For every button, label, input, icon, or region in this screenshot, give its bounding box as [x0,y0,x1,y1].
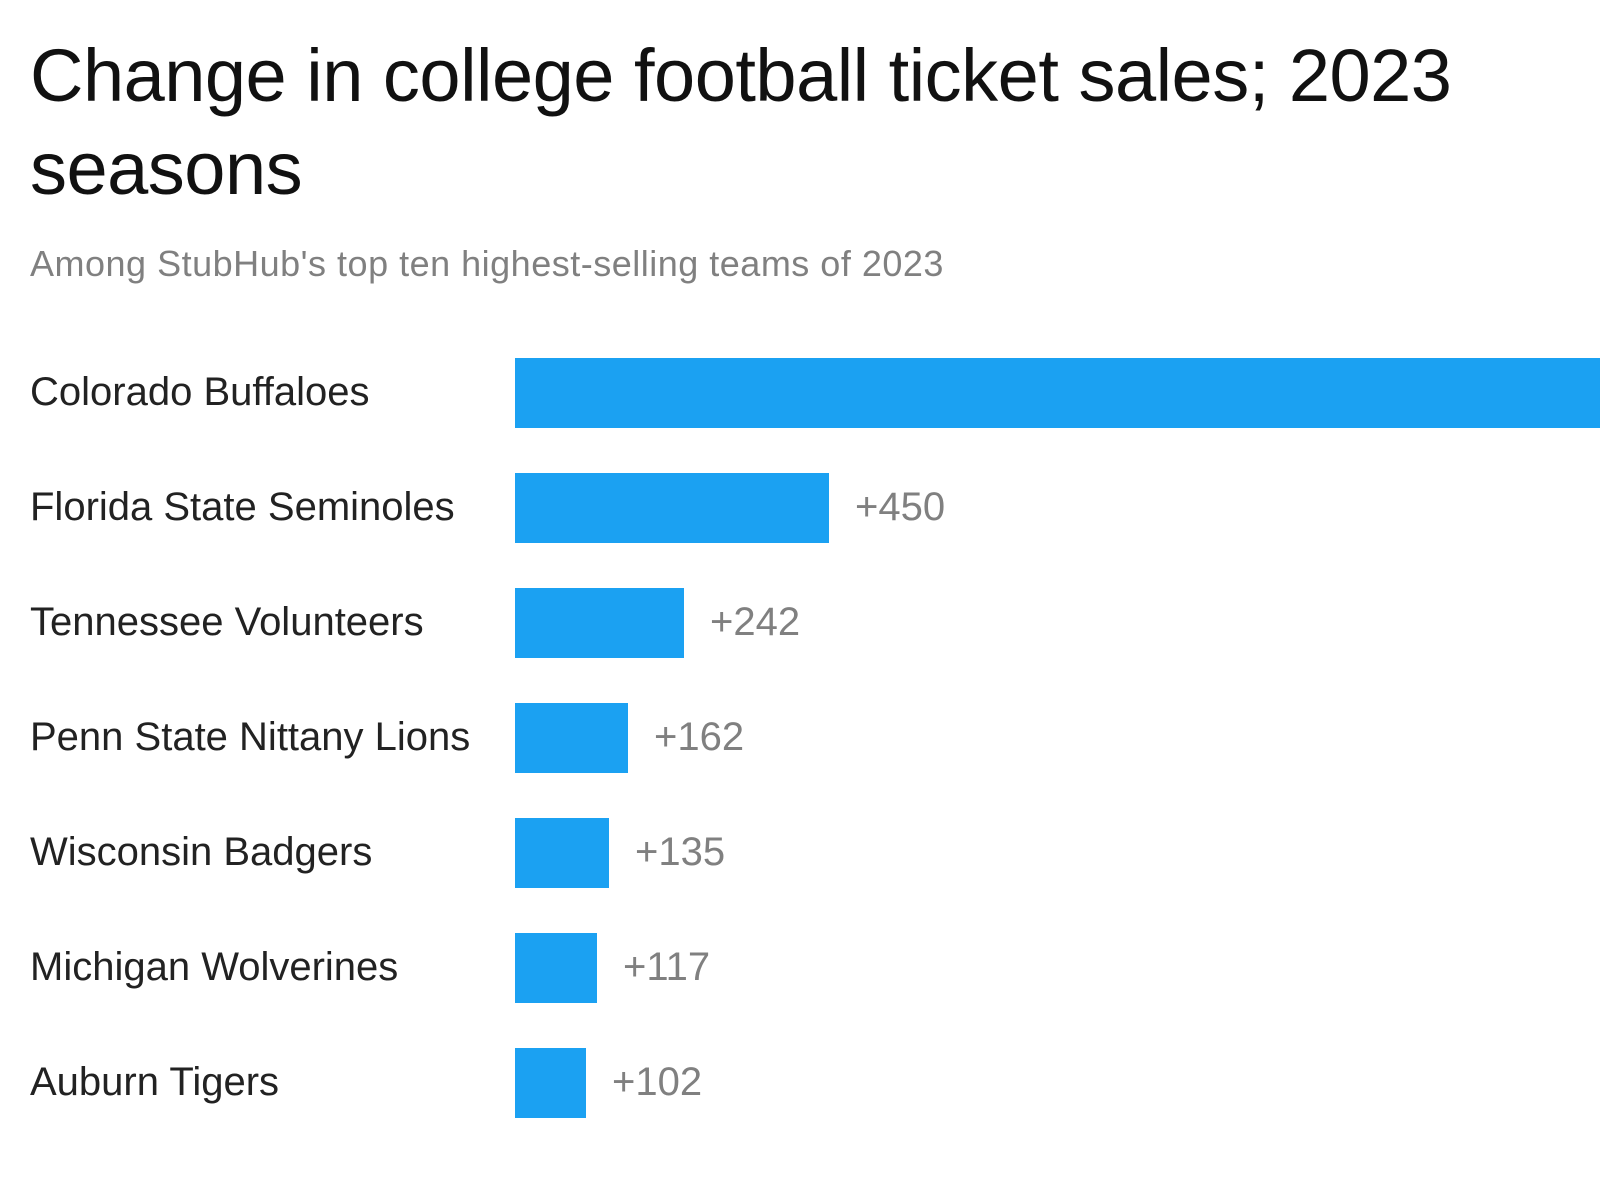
chart-title-line1: Change in college football ticket sales;… [30,34,1451,117]
row-label: Auburn Tigers [30,1060,515,1105]
bar-area: +117 [515,910,1600,1025]
bar [515,358,1600,428]
row-label: Wisconsin Badgers [30,830,515,875]
bar [515,588,684,658]
bar [515,473,829,543]
bar-area: +242 [515,565,1600,680]
row-value: +117 [623,945,710,990]
row-value: +102 [612,1060,702,1105]
row-value: +135 [635,830,725,875]
chart-container: Change in college football ticket sales;… [0,0,1600,1200]
bar-chart: Colorado Buffaloes Florida State Seminole… [30,335,1600,1140]
chart-subtitle: Among StubHub's top ten highest-selling … [30,243,1600,285]
bar-area [515,335,1600,450]
chart-title-line2: seasons [30,127,302,210]
bar-area: +450 [515,450,1600,565]
chart-row: Florida State Seminoles +450 [30,450,1600,565]
row-label: Michigan Wolverines [30,945,515,990]
bar [515,818,609,888]
bar [515,933,597,1003]
row-value: +162 [654,715,744,760]
row-label: Colorado Buffaloes [30,370,515,415]
chart-title: Change in college football ticket sales;… [30,30,1600,215]
row-label: Florida State Seminoles [30,485,515,530]
row-label: Penn State Nittany Lions [30,715,515,760]
bar-area: +162 [515,680,1600,795]
chart-row: Wisconsin Badgers +135 [30,795,1600,910]
bar [515,703,628,773]
bar-area: +135 [515,795,1600,910]
chart-row: Colorado Buffaloes [30,335,1600,450]
row-value: +450 [855,485,945,530]
chart-row: Penn State Nittany Lions +162 [30,680,1600,795]
bar-area: +102 [515,1025,1600,1140]
chart-row: Michigan Wolverines +117 [30,910,1600,1025]
row-label: Tennessee Volunteers [30,600,515,645]
chart-row: Tennessee Volunteers +242 [30,565,1600,680]
chart-row: Auburn Tigers +102 [30,1025,1600,1140]
bar [515,1048,586,1118]
row-value: +242 [710,600,800,645]
